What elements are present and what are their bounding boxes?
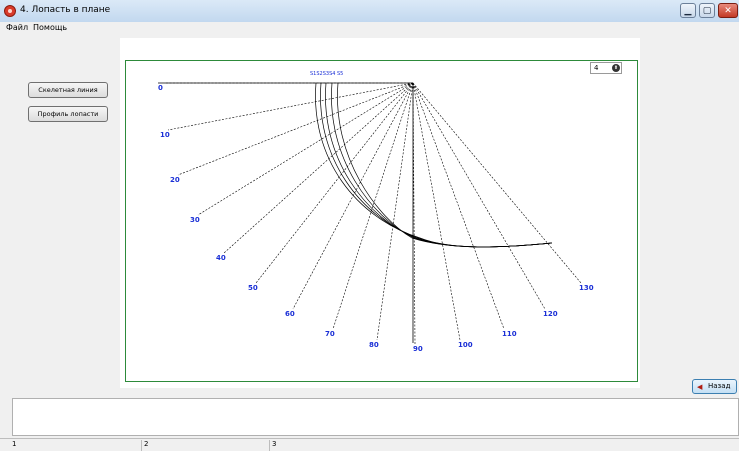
angle-label-20: 20 — [170, 176, 180, 184]
status-bar: 1 2 3 — [0, 438, 739, 451]
angle-label-60: 60 — [285, 310, 295, 318]
ray-30 — [197, 82, 414, 216]
ray-50 — [255, 82, 414, 284]
skeleton-line-button[interactable]: Скелетная линия — [28, 82, 108, 98]
blade-section-arcs — [315, 82, 553, 248]
app-icon — [4, 5, 16, 17]
left-panel: Скелетная линия Профиль лопасти — [8, 38, 118, 388]
ray-20 — [177, 82, 414, 176]
close-icon: ✕ — [724, 5, 732, 16]
spinner-updown-icon[interactable]: ⬍ — [612, 64, 620, 72]
status-cell-1: 1 — [10, 440, 142, 451]
plot-area: 4 ⬍ 0 10 20 30 40 50 60 70 80 90 100 110 120 130 S1S2… — [120, 38, 640, 388]
ray-110 — [412, 82, 505, 330]
ray-60 — [292, 82, 414, 310]
ray-10 — [167, 82, 414, 131]
angle-label-50: 50 — [248, 284, 258, 292]
ray-100 — [412, 82, 461, 341]
window-title: 4. Лопасть в плане — [20, 5, 111, 15]
angle-label-0: 0 — [158, 84, 163, 92]
angle-label-90: 90 — [413, 345, 423, 353]
angle-label-130: 130 — [579, 284, 594, 292]
section-count-spinner[interactable]: 4 ⬍ — [590, 62, 622, 74]
back-arrow-icon: ◀ — [697, 383, 703, 391]
minimize-icon: ▁ — [684, 5, 692, 16]
ray-80 — [376, 82, 414, 341]
back-button[interactable]: ◀ Назад — [692, 379, 737, 394]
plot-frame — [125, 60, 638, 382]
menu-file[interactable]: Файл — [6, 23, 29, 32]
maximize-button[interactable]: ▢ — [699, 3, 715, 18]
section-labels: S1S2S3S4 S5 — [310, 71, 343, 77]
origin-marker: + — [407, 82, 411, 88]
bottom-panel — [12, 398, 739, 436]
blade-profile-button[interactable]: Профиль лопасти — [28, 106, 108, 122]
title-bar: 4. Лопасть в плане ▁ ▢ ✕ — [0, 0, 739, 23]
angle-label-100: 100 — [458, 341, 473, 349]
minimize-button[interactable]: ▁ — [680, 3, 696, 18]
ray-120 — [412, 82, 546, 310]
back-button-label: Назад — [708, 382, 731, 390]
angle-rays — [166, 82, 582, 345]
menu-bar: Файл Помощь — [0, 22, 739, 34]
spinner-value: 4 — [594, 64, 599, 72]
angle-label-110: 110 — [502, 330, 517, 338]
angle-labels: 0 10 20 30 40 50 60 70 80 90 100 110 120 130 — [158, 84, 594, 353]
angle-label-80: 80 — [369, 341, 379, 349]
section-arc-5 — [337, 82, 553, 248]
status-cell-3: 3 — [272, 440, 277, 448]
angle-label-120: 120 — [543, 310, 558, 318]
ray-40 — [223, 82, 414, 254]
blade-plan-diagram: 0 10 20 30 40 50 60 70 80 90 100 110 120 130 S1S2S3S4… — [158, 71, 594, 353]
ray-70 — [332, 82, 414, 330]
status-cell-2: 2 — [142, 440, 270, 451]
ray-130 — [412, 82, 582, 284]
angle-label-40: 40 — [216, 254, 226, 262]
section-arc-2 — [320, 82, 553, 248]
angle-label-10: 10 — [160, 131, 170, 139]
angle-label-30: 30 — [190, 216, 200, 224]
maximize-icon: ▢ — [702, 5, 712, 16]
angle-label-70: 70 — [325, 330, 335, 338]
close-button[interactable]: ✕ — [718, 3, 738, 18]
menu-help[interactable]: Помощь — [33, 23, 68, 32]
section-arc-4 — [331, 82, 553, 248]
